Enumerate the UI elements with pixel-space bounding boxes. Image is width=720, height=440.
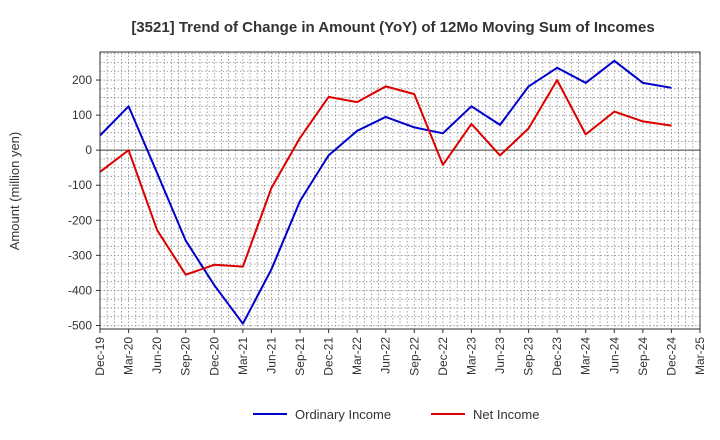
legend-label: Ordinary Income (295, 407, 391, 422)
y-tick-label: 0 (85, 143, 92, 157)
x-tick-label: Dec-19 (93, 337, 107, 376)
y-tick-label: -100 (68, 178, 92, 192)
series-line-ordinary-income (99, 59, 672, 325)
series-line-net-income (99, 79, 672, 276)
x-tick-label: Mar-21 (236, 337, 250, 375)
y-tick-label: 200 (72, 73, 92, 87)
y-tick-label: 100 (72, 108, 92, 122)
x-tick-label: Jun-22 (379, 337, 393, 374)
x-tick-label: Dec-21 (322, 337, 336, 376)
plot-frame (99, 51, 701, 330)
y-tick-labels: 200 100 0 -100 -200 -300 -400 -500 (68, 73, 100, 332)
grid-layer (100, 52, 700, 329)
x-tick-label: Jun-20 (150, 337, 164, 374)
legend-label: Net Income (473, 407, 539, 422)
x-tick-labels: Dec-19 Mar-20 Jun-20 Sep-20 Dec-20 Mar-21 Jun-… (93, 329, 707, 376)
y-tick-label: -400 (68, 283, 92, 297)
x-tick-label: Jun-21 (264, 337, 278, 374)
x-tick-label: Mar-25 (693, 337, 707, 375)
x-tick-label: Sep-20 (179, 337, 193, 376)
x-tick-label: Sep-22 (407, 337, 421, 376)
x-tick-label: Jun-23 (493, 337, 507, 374)
legend: Ordinary Income Net Income (253, 407, 539, 422)
x-tick-label: Jun-24 (607, 337, 621, 374)
x-tick-label: Mar-24 (579, 337, 593, 375)
y-axis-label: Amount (million yen) (7, 132, 22, 251)
x-tick-label: Dec-22 (436, 337, 450, 376)
y-tick-label: -500 (68, 318, 92, 332)
series-layer (99, 59, 672, 325)
x-tick-label: Mar-22 (350, 337, 364, 375)
x-tick-label: Sep-23 (522, 337, 536, 376)
x-tick-label: Dec-24 (664, 337, 678, 376)
x-tick-label: Mar-23 (464, 337, 478, 375)
chart-title: [3521] Trend of Change in Amount (YoY) o… (131, 19, 654, 36)
x-tick-label: Sep-21 (293, 337, 307, 376)
y-tick-label: -300 (68, 248, 92, 262)
x-tick-label: Mar-20 (122, 337, 136, 375)
x-tick-label: Dec-20 (207, 337, 221, 376)
x-tick-label: Dec-23 (550, 337, 564, 376)
x-tick-label: Sep-24 (636, 337, 650, 376)
y-tick-label: -200 (68, 213, 92, 227)
